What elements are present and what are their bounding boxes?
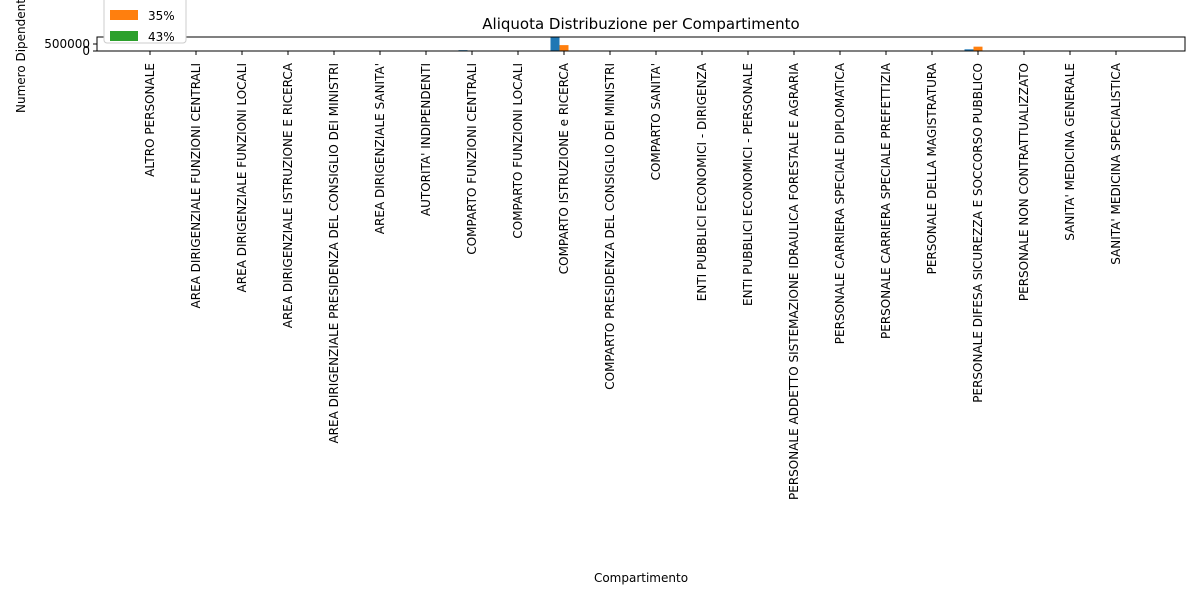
legend-swatch [110,31,138,41]
legend-label: 35% [148,9,175,23]
x-tick-label: ENTI PUBBLICI ECONOMICI - DIRIGENZA [695,62,709,301]
x-tick-label: AREA DIRIGENZIALE ISTRUZIONE E RICERCA [281,62,295,328]
legend: 35% 43% [103,0,187,44]
bars-layer [458,37,983,51]
x-tick-label: AREA DIRIGENZIALE FUNZIONI CENTRALI [189,63,203,308]
x-tick-label: AUTORITA' INDIPENDENTI [419,63,433,216]
x-tick-label: AREA DIRIGENZIALE FUNZIONI LOCALI [235,63,249,292]
x-tick-label: PERSONALE CARRIERA SPECIALE DIPLOMATICA [833,62,847,344]
x-tick-label: COMPARTO PRESIDENZA DEL CONSIGLIO DEI MI… [603,63,617,390]
x-tick-label: SANITA' MEDICINA SPECIALISTICA [1109,62,1123,265]
x-tick-label: ENTI PUBBLICI ECONOMICI - PERSONALE [741,63,755,306]
y-tick-label: 0 [82,44,90,58]
x-axis-label: Compartimento [594,571,688,585]
x-tick-label: AREA DIRIGENZIALE SANITA' [373,63,387,234]
x-tick-label: PERSONALE NON CONTRATTUALIZZATO [1017,63,1031,301]
x-tick-label: COMPARTO SANITA' [649,63,663,180]
plot-area [96,36,1186,52]
bar [964,49,974,51]
x-axis: ALTRO PERSONALE AREA DIRIGENZIALE FUNZION… [143,51,1123,500]
legend-swatch [110,10,138,20]
x-tick-label: PERSONALE DIFESA SICUREZZA E SOCCORSO PU… [971,63,985,403]
x-tick-label: COMPARTO ISTRUZIONE e RICERCA [557,62,571,274]
x-tick-label: PERSONALE CARRIERA SPECIALE PREFETTIZIA [879,62,893,339]
x-tick-label: PERSONALE ADDETTO SISTEMAZIONE IDRAULICA… [787,62,801,500]
y-tick-label: 500000 [44,37,90,51]
legend-label: 43% [148,30,175,44]
x-tick-label: ALTRO PERSONALE [143,63,157,177]
chart-title: Aliquota Distribuzione per Compartimento [482,15,799,33]
x-tick-label: COMPARTO FUNZIONI CENTRALI [465,63,479,255]
bar [559,45,569,51]
bar [973,46,983,51]
bar [550,37,560,51]
x-tick-label: AREA DIRIGENZIALE PRESIDENZA DEL CONSIGL… [327,63,341,444]
y-axis-label: Numero Dipendenti [14,0,28,113]
x-tick-label: COMPARTO FUNZIONI LOCALI [511,63,525,239]
x-tick-label: PERSONALE DELLA MAGISTRATURA [925,62,939,274]
x-tick-label: SANITA' MEDICINA GENERALE [1063,63,1077,241]
